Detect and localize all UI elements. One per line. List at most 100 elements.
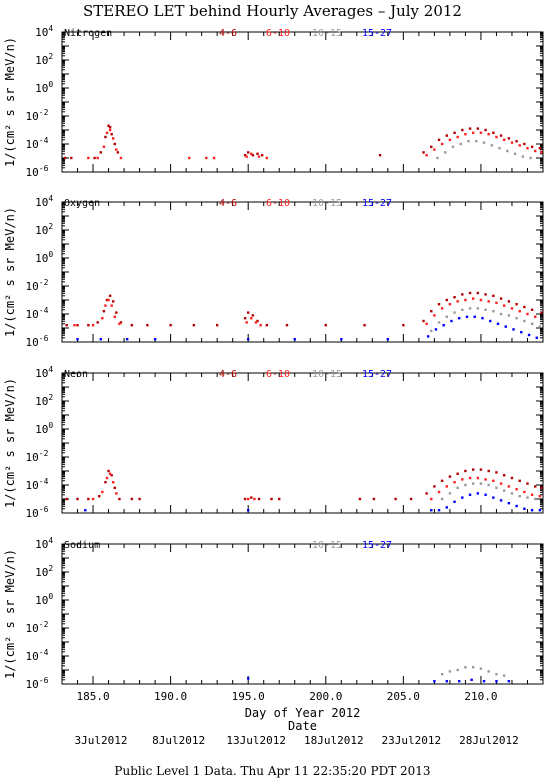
data-point-nitrogen-4-6 xyxy=(260,154,264,157)
data-point-nitrogen-6-10 xyxy=(105,131,109,134)
y-tick-exponent: -6 xyxy=(39,505,49,514)
data-point-nitrogen-10-15 xyxy=(451,145,455,148)
data-point-oxygen-4-6 xyxy=(437,303,441,306)
data-point-oxygen-15-27 xyxy=(125,338,129,341)
data-point-neon-15-27 xyxy=(484,493,487,496)
data-point-oxygen-4-6 xyxy=(523,305,526,309)
data-point-nitrogen-4-6 xyxy=(93,156,96,160)
data-point-oxygen-4-6 xyxy=(119,321,123,324)
data-point-nitrogen-6-10 xyxy=(245,155,248,158)
data-point-oxygen-4-6 xyxy=(243,317,247,320)
y-tick-label: 10-2 xyxy=(26,108,49,123)
data-point-nitrogen-10-15 xyxy=(467,140,470,143)
data-point-oxygen-6-10 xyxy=(259,324,262,327)
data-point-oxygen-10-15 xyxy=(437,321,441,324)
legend-15-27: 15-27 xyxy=(362,369,392,380)
data-point-oxygen-6-10 xyxy=(479,298,483,302)
data-point-neon-15-27 xyxy=(453,500,456,503)
y-tick-exponent: 2 xyxy=(48,222,53,231)
data-point-neon-4-6 xyxy=(278,497,281,501)
y-tick-exponent: -4 xyxy=(39,136,49,145)
data-point-oxygen-10-15 xyxy=(484,308,487,311)
footer-text: Public Level 1 Data. Thu Apr 11 22:35:20… xyxy=(114,764,431,778)
data-point-nitrogen-4-6 xyxy=(422,151,425,154)
data-point-oxygen-6-10 xyxy=(425,322,428,325)
y-axis-label: 1/(cm² s sr MeV/n) xyxy=(3,207,17,337)
data-point-oxygen-6-10 xyxy=(440,307,444,310)
data-point-neon-4-6 xyxy=(471,468,475,471)
x-tick-label: 200.0 xyxy=(309,690,342,703)
data-point-nitrogen-4-6 xyxy=(507,137,511,140)
legend-15-27: 15-27 xyxy=(362,540,392,551)
x-tick-label: 210.0 xyxy=(464,690,497,703)
y-tick-exponent: -6 xyxy=(39,334,49,343)
data-point-neon-6-10 xyxy=(253,497,256,501)
data-point-nitrogen-6-10 xyxy=(96,156,99,160)
data-point-oxygen-15-27 xyxy=(450,319,453,323)
species-label: Sodium xyxy=(64,540,100,551)
data-point-oxygen-4-6 xyxy=(96,321,99,324)
y-axis-label: 1/(cm² s sr MeV/n) xyxy=(3,549,17,679)
data-point-oxygen-4-6 xyxy=(507,300,511,303)
data-point-sodium-15-27 xyxy=(495,680,498,683)
data-point-neon-15-27 xyxy=(492,496,495,499)
data-point-oxygen-6-10 xyxy=(91,324,95,327)
data-point-oxygen-10-15 xyxy=(515,317,518,320)
legend-6-10: 6-10 xyxy=(266,198,290,209)
data-point-oxygen-4-6 xyxy=(146,324,149,327)
x-tick-label: 190.0 xyxy=(154,690,187,703)
plot-frame xyxy=(61,31,544,173)
data-point-oxygen-6-10 xyxy=(433,314,436,317)
data-point-nitrogen-10-15 xyxy=(436,156,439,160)
data-point-oxygen-10-15 xyxy=(530,322,534,325)
data-point-oxygen-15-27 xyxy=(458,317,461,320)
y-tick-label: 10-4 xyxy=(26,306,49,321)
data-point-oxygen-6-10 xyxy=(448,303,452,306)
y-tick-exponent: 2 xyxy=(48,52,53,61)
data-point-oxygen-15-27 xyxy=(504,325,507,328)
data-point-oxygen-4-6 xyxy=(461,293,464,296)
data-point-oxygen-15-27 xyxy=(442,324,445,327)
data-point-neon-10-15 xyxy=(510,492,514,495)
data-point-nitrogen-10-15 xyxy=(506,149,509,153)
data-point-sodium-15-27 xyxy=(482,680,486,683)
date-label: 18Jul2012 xyxy=(304,734,364,747)
data-point-nitrogen-4-6 xyxy=(246,151,250,154)
data-point-sodium-10-15 xyxy=(503,674,506,677)
legend-15-27: 15-27 xyxy=(362,198,392,209)
data-point-oxygen-4-6 xyxy=(484,293,487,296)
date-label: 23Jul2012 xyxy=(382,734,442,747)
y-tick-label: 10-6 xyxy=(26,676,49,691)
y-tick-label: 10-6 xyxy=(26,164,49,179)
data-point-nitrogen-10-15 xyxy=(521,155,525,158)
plot-frame xyxy=(61,543,544,685)
data-point-nitrogen-6-10 xyxy=(425,154,428,157)
data-point-neon-4-6 xyxy=(372,497,376,501)
data-point-neon-6-10 xyxy=(507,485,511,488)
legend-6-10: 6-10 xyxy=(266,369,290,380)
data-point-neon-15-27 xyxy=(430,509,433,512)
data-point-nitrogen-4-6 xyxy=(113,142,116,146)
data-point-oxygen-4-6 xyxy=(112,300,115,303)
data-point-neon-4-6 xyxy=(98,495,101,498)
panel-sodium: 104 102 100 10-2 10-4 10-6 Sodium 10-15 15-27 1/(… xyxy=(3,536,544,720)
data-point-nitrogen-4-6 xyxy=(108,126,112,129)
y-tick-label: 104 xyxy=(35,536,53,551)
data-point-nitrogen-6-10 xyxy=(87,156,90,160)
data-point-oxygen-10-15 xyxy=(499,312,503,316)
species-label: Neon xyxy=(64,369,88,380)
legend-15-27: 15-27 xyxy=(362,28,392,39)
data-point-sodium-10-15 xyxy=(464,666,467,669)
data-point-neon-4-6 xyxy=(534,485,537,488)
date-label: 8Jul2012 xyxy=(152,734,205,747)
data-point-neon-6-10 xyxy=(453,481,456,484)
data-point-sodium-15-27 xyxy=(246,677,250,680)
data-point-nitrogen-6-10 xyxy=(112,137,115,140)
data-point-sodium-15-27 xyxy=(445,680,448,683)
y-tick-label: 10-2 xyxy=(26,278,49,293)
data-point-nitrogen-4-6 xyxy=(243,154,247,157)
data-point-nitrogen-6-10 xyxy=(102,145,106,148)
data-point-neon-4-6 xyxy=(250,496,253,499)
data-point-neon-4-6 xyxy=(65,497,68,501)
x-tick-label: 195.0 xyxy=(232,690,265,703)
